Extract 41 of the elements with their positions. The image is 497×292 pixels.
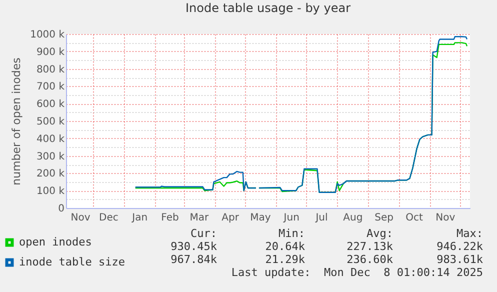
text: Min: [278, 227, 305, 240]
y-tick-label: 600 k [36, 99, 65, 110]
y-tick-label: 100 k [36, 186, 65, 198]
text: Cur: [190, 227, 217, 240]
x-tick-label: Jun [282, 212, 300, 224]
legend-label: inode table size [19, 256, 125, 268]
x-tick-label: Sep [374, 212, 394, 224]
x-tick-label: Jul [314, 212, 328, 224]
y-tick-label: 0 [58, 204, 64, 214]
text: 930.45k [170, 240, 217, 253]
y-tick-label: 200 k [36, 168, 65, 180]
text: 20.64k [265, 240, 305, 253]
y-tick-label: 400 k [36, 134, 65, 145]
text: 967.84k [170, 253, 217, 266]
y-tick-label: 800 k [36, 64, 65, 76]
text: Last update: Mon Dec 8 01:00:14 2025 [231, 266, 483, 279]
text: Avg: [366, 227, 393, 240]
y-axis-title: number of open inodes [10, 57, 24, 186]
y-tick-label: 1000 k [30, 30, 65, 40]
text: 236.60k [346, 253, 393, 266]
x-tick-label: Nov [436, 212, 456, 224]
x-tick-label: Jan [131, 212, 148, 224]
x-tick-label: Aug [343, 212, 363, 224]
chart-title: Inode table usage - by year [186, 1, 351, 15]
y-tick-label: 700 k [36, 82, 65, 93]
text: 983.61k [436, 253, 483, 266]
y-tick-label: 500 k [36, 116, 65, 128]
x-tick-label: Nov [70, 212, 90, 224]
x-tick-label: May [250, 212, 271, 224]
x-tick-label: Feb [161, 212, 179, 224]
text: 21.29k [265, 253, 305, 266]
text: 227.13k [346, 240, 393, 253]
x-tick-label: Oct [406, 212, 423, 224]
text: 946.22k [436, 240, 483, 253]
legend-label: open inodes [19, 236, 92, 248]
x-tick-label: Dec [99, 212, 118, 224]
x-tick-label: Apr [222, 212, 240, 224]
x-tick-label: Mar [190, 212, 210, 224]
text: Max: [456, 227, 483, 240]
y-tick-label: 300 k [36, 151, 65, 162]
y-tick-label: 900 k [36, 46, 65, 58]
